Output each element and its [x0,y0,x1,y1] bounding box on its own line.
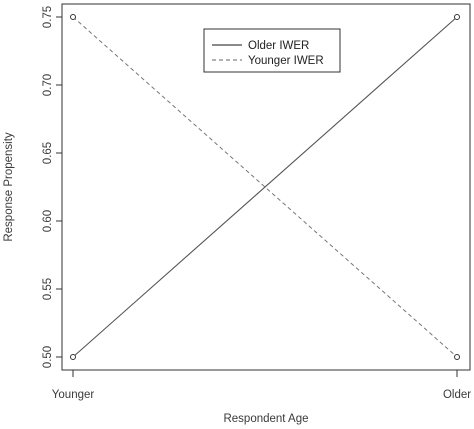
series-line-younger-iwer [72,16,458,358]
x-axis-title: Respondent Age [223,413,308,425]
data-point-younger-iwer-1 [454,354,460,360]
y-tick-label-3: 0.65 [42,142,54,164]
data-point-older-iwer-1 [454,14,460,20]
data-point-younger-iwer-0 [70,14,76,20]
y-tick-label-4: 0.70 [42,74,54,96]
series-line-older-iwer [72,16,458,358]
y-tick-label-1: 0.55 [42,278,54,300]
y-tick-label-0: 0.50 [42,346,54,368]
x-tick-label-1: Older [443,389,471,401]
legend-box [203,28,341,73]
legend-label-younger-iwer: Younger IWER [248,55,324,67]
y-tick-label-5: 0.75 [42,6,54,28]
series-layer [70,14,460,360]
x-tick-label-0: Younger [52,389,95,401]
y-axis: 0.50 0.55 0.60 0.65 0.70 0.75 [42,6,63,368]
y-tick-label-2: 0.60 [42,210,54,232]
data-point-older-iwer-0 [70,354,76,360]
legend: Older IWER Younger IWER [203,28,341,73]
x-axis: Younger Older [52,369,471,401]
y-axis-title: Response Propensity [3,132,15,242]
legend-label-older-iwer: Older IWER [248,40,309,52]
